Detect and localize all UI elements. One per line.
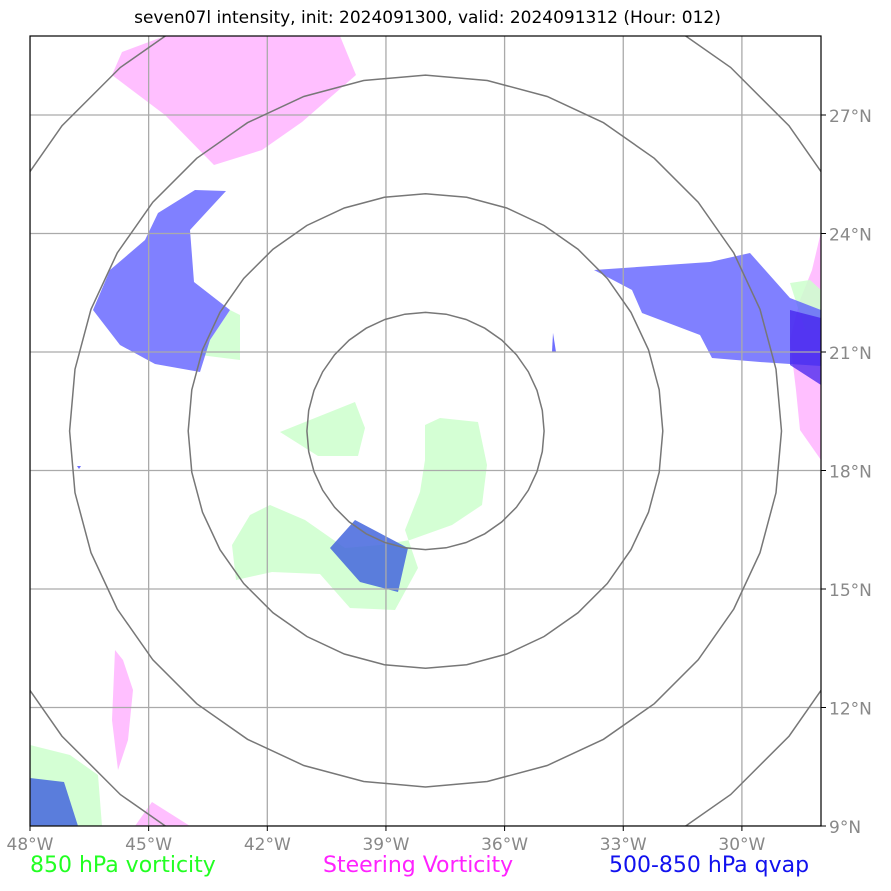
qvap-area <box>93 190 230 372</box>
lon-tick-label: 36°W <box>481 835 528 855</box>
vorticity-850-area <box>232 418 487 610</box>
steering-vorticity-area <box>112 36 356 165</box>
lon-tick-label: 30°W <box>718 835 765 855</box>
range-ring <box>306 311 545 551</box>
lat-tick-label: 24°N <box>829 226 872 246</box>
lat-tick-label: 12°N <box>829 700 872 720</box>
range-ring <box>187 192 664 670</box>
lon-tick-label: 39°W <box>362 835 409 855</box>
vorticity-850-area <box>200 310 240 360</box>
qvap-area <box>552 333 556 352</box>
lon-tick-label: 42°W <box>244 835 291 855</box>
latitude-axis: 27°N 24°N 21°N 18°N 15°N 12°N 9°N <box>821 107 872 838</box>
steering-vorticity-area <box>112 650 133 770</box>
map-title: seven07l intensity, init: 2024091300, va… <box>134 8 721 28</box>
legend-qvap: 500-850 hPa qvap <box>609 853 810 878</box>
longitude-axis: 48°W 45°W 42°W 39°W 36°W 33°W 30°W <box>7 826 766 855</box>
steering-vorticity-area <box>135 802 190 826</box>
lat-tick-label: 27°N <box>829 107 872 127</box>
qvap-area <box>594 253 821 366</box>
legend-850hpa-vorticity: 850 hPa vorticity <box>30 853 216 878</box>
range-ring <box>68 74 783 788</box>
lat-tick-label: 15°N <box>829 581 872 601</box>
map-frame <box>29 35 822 827</box>
graticule <box>30 36 821 826</box>
qvap-area <box>790 310 821 385</box>
lat-tick-label: 21°N <box>829 344 872 364</box>
qvap-area <box>30 778 78 826</box>
lon-tick-label: 33°W <box>600 835 647 855</box>
vorticity-850-area <box>280 402 365 456</box>
lat-tick-label: 9°N <box>829 818 861 838</box>
qvap-area <box>330 520 408 592</box>
lon-tick-label: 48°W <box>7 835 54 855</box>
lon-tick-label: 45°W <box>125 835 172 855</box>
legend-steering-vorticity: Steering Vorticity <box>323 853 514 878</box>
qvap-area <box>77 466 81 469</box>
lat-tick-label: 18°N <box>829 463 872 483</box>
